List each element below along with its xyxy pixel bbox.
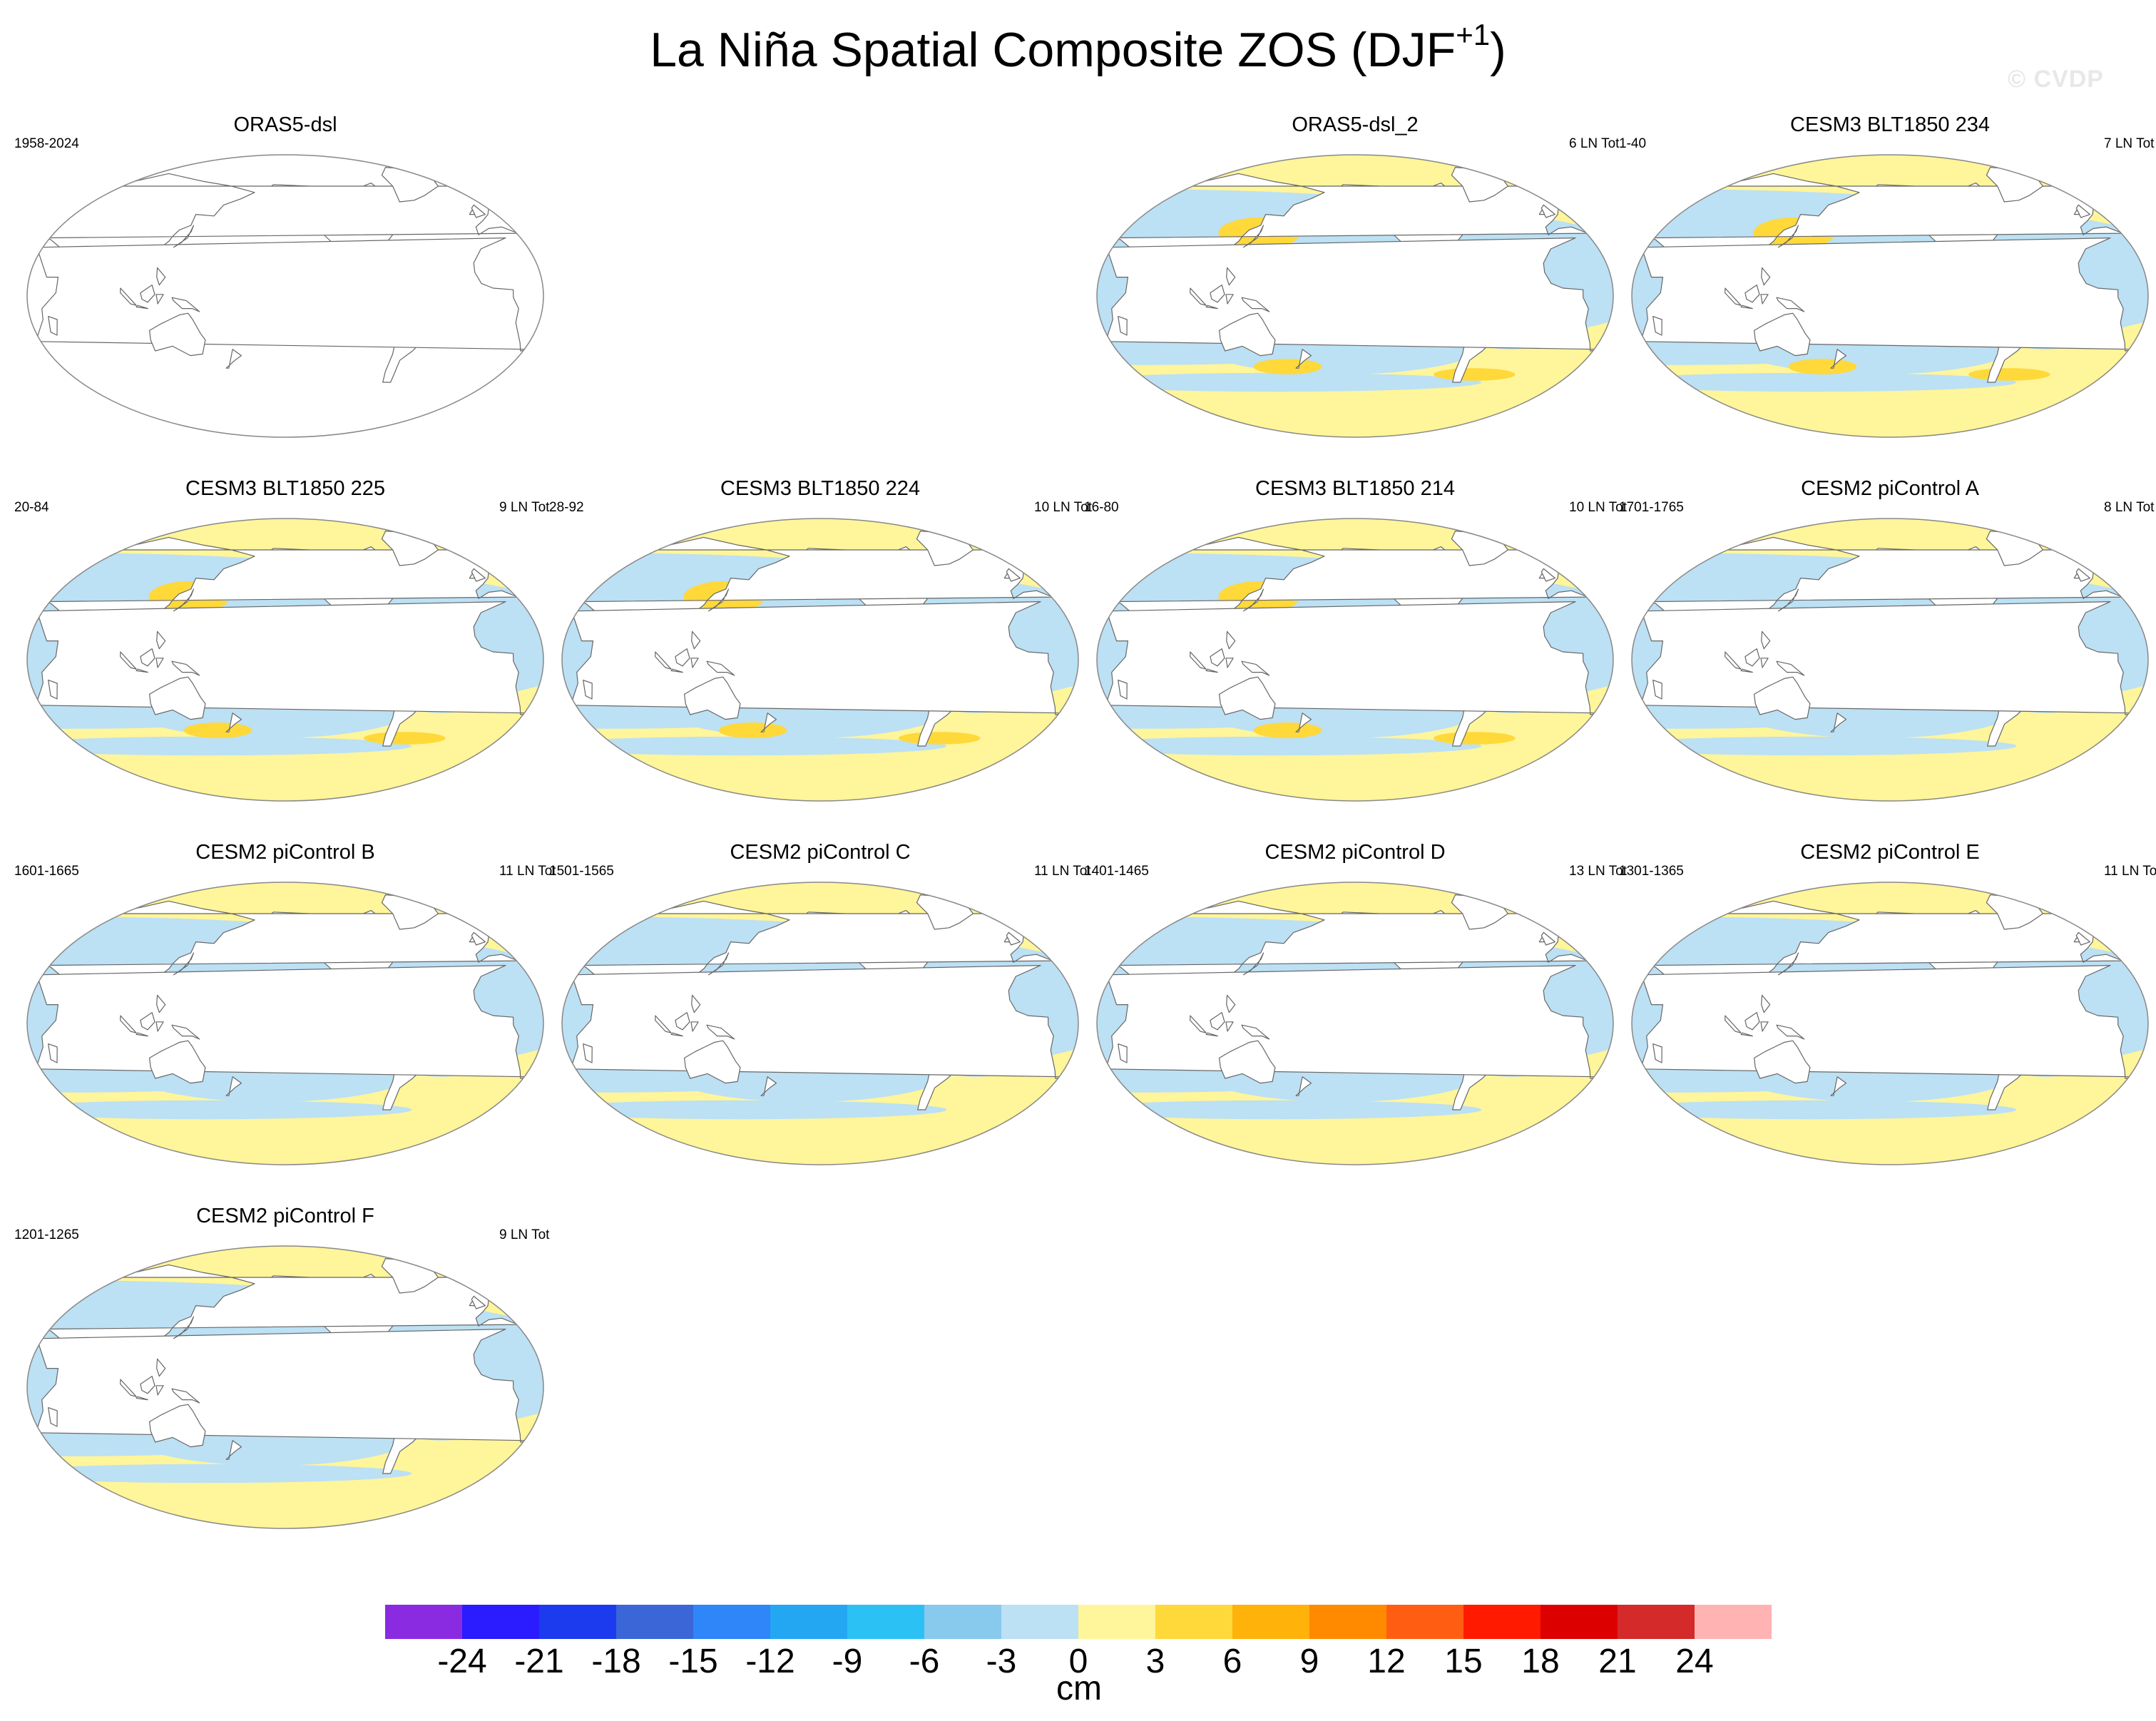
world-map: [1096, 882, 1614, 1165]
colorbar-swatch: [1155, 1605, 1232, 1639]
world-map: [1631, 154, 2149, 438]
map-panel-cesm2-picontrol-c: CESM2 piControl C 1501-1565 11 LN Tot: [549, 838, 1091, 1195]
colorbar-tick-label: -3: [986, 1643, 1017, 1680]
panel-title: CESM2 piControl B: [195, 841, 375, 864]
panel-title: CESM2 piControl F: [196, 1205, 374, 1227]
colorbar-swatch: [616, 1605, 693, 1639]
colorbar-tick-label: -24: [437, 1643, 487, 1680]
panel-title: CESM2 piControl E: [1800, 841, 1980, 864]
world-map: [26, 882, 544, 1165]
panel-years: 16-80: [1084, 500, 1119, 515]
colorbar-tick-label: -18: [591, 1643, 641, 1680]
panel-years: 1-40: [1619, 136, 1647, 151]
panel-title: CESM3 BLT1850 214: [1255, 477, 1455, 500]
map-panel-cesm3-blt1850-224: CESM3 BLT1850 224 28-92 10 LN Tot: [549, 474, 1092, 831]
panel-years: 20-84: [14, 500, 49, 515]
colorbar-tick-label: -12: [745, 1643, 795, 1680]
colorbar-tick-label: -6: [909, 1643, 940, 1680]
colorbar-swatch: [1618, 1605, 1695, 1639]
colorbar-swatch: [385, 1605, 462, 1639]
colorbar-swatch: [770, 1605, 847, 1639]
colorbar-tick-label: 18: [1521, 1643, 1560, 1680]
panel-title: CESM2 piControl C: [730, 841, 911, 864]
map-panel-cesm2-picontrol-f: CESM2 piControl F 1201-1265 9 LN Tot: [14, 1202, 556, 1558]
colorbar-tick-label: 15: [1444, 1643, 1483, 1680]
colorbar-swatch: [1001, 1605, 1078, 1639]
world-map: [26, 1245, 544, 1529]
map-panel-cesm2-picontrol-a: CESM2 piControl A 1701-1765 8 LN Tot: [1619, 474, 2156, 831]
colorbar-swatch: [1463, 1605, 1541, 1639]
map-panel-cesm2-picontrol-b: CESM2 piControl B 1601-1665 11 LN Tot: [14, 838, 556, 1195]
colorbar-swatch: [924, 1605, 1001, 1639]
colorbar-tick-label: 9: [1299, 1643, 1319, 1680]
panel-la-nina-count: 9 LN Tot: [499, 500, 550, 515]
map-panel-oras5-dsl-2: ORAS5-dsl_2 6 LN Tot: [1084, 111, 1626, 467]
panel-years: 1401-1465: [1084, 864, 1149, 879]
figure-title: La Niña Spatial Composite ZOS (DJF+1): [650, 18, 1506, 78]
map-panel-oras5-dsl: ORAS5-dsl 1958-2024: [14, 111, 556, 467]
map-panel-cesm3-blt1850-225: CESM3 BLT1850 225 20-84 9 LN Tot: [14, 474, 556, 831]
world-map: [1096, 518, 1614, 802]
panel-la-nina-count: 10 LN Tot: [1569, 500, 1627, 515]
world-map: [26, 154, 544, 438]
panel-title: CESM3 BLT1850 234: [1790, 113, 1990, 136]
panel-la-nina-count: 8 LN Tot: [2104, 500, 2155, 515]
world-map: [1631, 518, 2149, 802]
panel-title: CESM2 piControl A: [1801, 477, 1979, 500]
panel-years: 1601-1665: [14, 864, 79, 879]
map-panel-cesm3-blt1850-234: CESM3 BLT1850 234 1-40 7 LN Tot: [1619, 111, 2156, 467]
world-map: [561, 518, 1079, 802]
colorbar-swatch: [462, 1605, 539, 1639]
panel-years: 1301-1365: [1619, 864, 1684, 879]
panel-la-nina-count: 7 LN Tot: [2104, 136, 2155, 151]
colorbar-swatch: [1078, 1605, 1155, 1639]
world-map: [561, 882, 1079, 1165]
world-map: [1631, 882, 2149, 1165]
colorbar-tick-label: 24: [1675, 1643, 1714, 1680]
colorbar-tick-label: 12: [1367, 1643, 1406, 1680]
panel-la-nina-count: 11 LN Tot: [499, 864, 556, 879]
colorbar-tick-label: 6: [1222, 1643, 1242, 1680]
panel-years: 1201-1265: [14, 1227, 79, 1242]
panel-la-nina-count: 11 LN Tot: [2104, 864, 2156, 879]
colorbar-tick-label: 21: [1598, 1643, 1637, 1680]
colorbar-tick-label: 0: [1068, 1643, 1088, 1680]
world-map: [1096, 154, 1614, 438]
panel-la-nina-count: 11 LN Tot: [1034, 864, 1091, 879]
panel-title: ORAS5-dsl_2: [1292, 113, 1419, 136]
panel-la-nina-count: 9 LN Tot: [499, 1227, 550, 1242]
colorbar-swatch: [1386, 1605, 1463, 1639]
panel-title: ORAS5-dsl: [233, 113, 337, 136]
colorbar-tick-label: -21: [514, 1643, 564, 1680]
map-panel-cesm3-blt1850-214: CESM3 BLT1850 214 16-80 10 LN Tot: [1084, 474, 1627, 831]
colorbar-tick-label: -15: [668, 1643, 718, 1680]
panel-years: 28-92: [549, 500, 584, 515]
colorbar-swatch: [847, 1605, 924, 1639]
panel-la-nina-count: 6 LN Tot: [1569, 136, 1620, 151]
colorbar-swatch: [1232, 1605, 1309, 1639]
panel-title: CESM2 piControl D: [1265, 841, 1446, 864]
panel-title: CESM3 BLT1850 224: [720, 477, 920, 500]
world-map: [26, 518, 544, 802]
colorbar-tick-label: 3: [1145, 1643, 1165, 1680]
panel-la-nina-count: 13 LN Tot: [1569, 864, 1627, 879]
colorbar-units: cm: [1056, 1670, 1102, 1707]
colorbar-swatch: [539, 1605, 616, 1639]
map-panel-cesm2-picontrol-d: CESM2 piControl D 1401-1465 13 LN Tot: [1084, 838, 1627, 1195]
colorbar-swatch: [1541, 1605, 1618, 1639]
colorbar-swatch: [1309, 1605, 1386, 1639]
map-panel-cesm2-picontrol-e: CESM2 piControl E 1301-1365 11 LN Tot: [1619, 838, 2156, 1195]
panel-years: 1958-2024: [14, 136, 79, 151]
colorbar: [385, 1605, 1772, 1639]
cvdp-watermark: © CVDP: [2008, 66, 2104, 93]
colorbar-tick-label: -9: [832, 1643, 863, 1680]
colorbar-swatch: [693, 1605, 770, 1639]
panel-title: CESM3 BLT1850 225: [185, 477, 385, 500]
panel-years: 1501-1565: [549, 864, 614, 879]
colorbar-swatch: [1695, 1605, 1772, 1639]
panel-years: 1701-1765: [1619, 500, 1684, 515]
panel-la-nina-count: 10 LN Tot: [1034, 500, 1092, 515]
